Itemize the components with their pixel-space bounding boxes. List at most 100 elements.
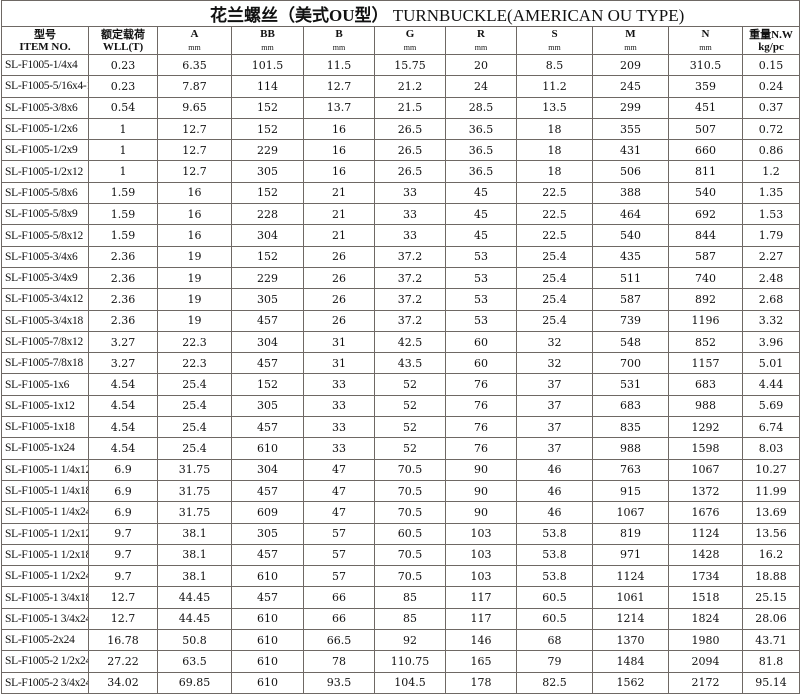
value-cell: 26 <box>303 266 375 290</box>
column-header: 型号 ITEM NO. <box>1 26 89 55</box>
item-number-cell: SL-F1005-1/4x4 <box>1 53 89 77</box>
value-cell: 1824 <box>668 607 743 631</box>
value-cell: 70.5 <box>374 565 446 588</box>
column-header-unit: mm <box>261 42 274 52</box>
value-cell: 36.5 <box>445 160 517 183</box>
value-cell: 12.7 <box>303 75 375 98</box>
value-cell: 1.2 <box>741 160 800 183</box>
value-cell: 70.5 <box>374 501 446 524</box>
value-cell: 19 <box>157 266 232 290</box>
value-cell: 22.5 <box>516 203 593 226</box>
value-cell: 16.78 <box>88 629 158 652</box>
value-cell: 304 <box>231 458 304 481</box>
value-cell: 31.75 <box>157 458 232 481</box>
table-row: SL-F1005-1 1/2x24 9.7 38.1 610 57 70.5 103 53.8… <box>1 565 800 588</box>
value-cell: 21.5 <box>374 96 446 119</box>
value-cell: 844 <box>668 224 743 247</box>
item-number-cell: SL-F1005-1x24 <box>1 437 89 460</box>
column-header-label: BB <box>260 27 275 40</box>
value-cell: 32 <box>516 352 593 375</box>
value-cell: 60.5 <box>374 522 446 545</box>
value-cell: 79 <box>516 650 593 673</box>
title-en: TURNBUCKLE(AMERICAN OU TYPE) <box>392 6 685 25</box>
value-cell: 25.4 <box>157 437 232 460</box>
value-cell: 46 <box>516 479 593 503</box>
value-cell: 19 <box>157 288 232 311</box>
value-cell: 2.68 <box>741 288 800 311</box>
value-cell: 53 <box>445 309 517 332</box>
value-cell: 31 <box>303 352 375 375</box>
value-cell: 92 <box>374 629 446 652</box>
value-cell: 1214 <box>592 607 669 631</box>
table-row: SL-F1005-1/2x6 1 12.7 152 16 26.5 36.5 18 355 507… <box>1 117 800 141</box>
value-cell: 47 <box>303 458 375 481</box>
value-cell: 610 <box>231 437 304 460</box>
value-cell: 101.5 <box>231 53 304 77</box>
value-cell: 60.5 <box>516 607 593 631</box>
value-cell: 610 <box>231 650 304 673</box>
value-cell: 152 <box>231 96 304 119</box>
table-row: SL-F1005-7/8x18 3.27 22.3 457 31 43.5 60 32 700 1… <box>1 352 800 375</box>
value-cell: 457 <box>231 352 304 375</box>
value-cell: 1061 <box>592 586 669 609</box>
value-cell: 1676 <box>668 501 743 524</box>
value-cell: 76 <box>445 416 517 439</box>
table-row: SL-F1005-1 1/4x24 6.9 31.75 609 47 70.5 90 46 10… <box>1 501 800 524</box>
value-cell: 25.4 <box>516 245 593 268</box>
column-header-unit: mm <box>403 42 417 52</box>
value-cell: 540 <box>592 224 669 247</box>
value-cell: 52 <box>374 373 446 396</box>
value-cell: 660 <box>668 139 743 162</box>
value-cell: 47 <box>303 479 375 503</box>
value-cell: 53.8 <box>516 522 593 545</box>
value-cell: 104.5 <box>374 671 446 694</box>
item-number-cell: SL-F1005-1 1/2x12 <box>1 522 89 545</box>
value-cell: 76 <box>445 373 517 396</box>
table-row: SL-F1005-1 1/4x12 6.9 31.75 304 47 70.5 90 46 76… <box>1 458 800 481</box>
value-cell: 19 <box>157 245 232 268</box>
value-cell: 304 <box>231 224 304 247</box>
value-cell: 21 <box>303 224 375 247</box>
table-row: SL-F1005-1 1/2x12 9.7 38.1 305 57 60.5 103 53.8… <box>1 522 800 545</box>
value-cell: 25.4 <box>516 288 593 311</box>
value-cell: 90 <box>445 458 517 481</box>
table-row: SL-F1005-7/8x12 3.27 22.3 304 31 42.5 60 32 548 8… <box>1 330 800 354</box>
value-cell: 22.3 <box>157 352 232 375</box>
table-row: SL-F1005-1 1/4x18 6.9 31.75 457 47 70.5 90 46 91… <box>1 479 800 503</box>
value-cell: 1 <box>88 117 158 141</box>
value-cell: 299 <box>592 96 669 119</box>
value-cell: 66.5 <box>303 629 375 652</box>
value-cell: 37.2 <box>374 266 446 290</box>
value-cell: 46 <box>516 501 593 524</box>
value-cell: 892 <box>668 288 743 311</box>
value-cell: 95.14 <box>741 671 800 694</box>
value-cell: 1 <box>88 139 158 162</box>
value-cell: 38.1 <box>157 565 232 588</box>
value-cell: 819 <box>592 522 669 545</box>
value-cell: 4.44 <box>741 373 800 396</box>
value-cell: 12.7 <box>157 117 232 141</box>
table-row: SL-F1005-1 1/2x18 9.7 38.1 457 57 70.5 103 53.8… <box>1 543 800 567</box>
value-cell: 1428 <box>668 543 743 567</box>
value-cell: 6.9 <box>88 479 158 503</box>
value-cell: 38.1 <box>157 522 232 545</box>
value-cell: 15.75 <box>374 53 446 77</box>
value-cell: 44.45 <box>157 586 232 609</box>
value-cell: 506 <box>592 160 669 183</box>
table-row: SL-F1005-3/8x6 0.54 9.65 152 13.7 21.5 28.5 13.… <box>1 96 800 119</box>
table-row: SL-F1005-3/4x9 2.36 19 229 26 37.2 53 25.4 511 74… <box>1 266 800 290</box>
item-number-cell: SL-F1005-2 3/4x24 <box>1 671 89 694</box>
value-cell: 1.59 <box>88 203 158 226</box>
column-header-label: N <box>701 27 710 40</box>
value-cell: 76 <box>445 394 517 418</box>
value-cell: 1292 <box>668 416 743 439</box>
item-number-cell: SL-F1005-1 3/4x24 <box>1 607 89 631</box>
value-cell: 12.7 <box>88 586 158 609</box>
value-cell: 10.27 <box>741 458 800 481</box>
value-cell: 6.9 <box>88 458 158 481</box>
item-number-cell: SL-F1005-1/2x9 <box>1 139 89 162</box>
item-number-cell: SL-F1005-5/8x6 <box>1 181 89 205</box>
